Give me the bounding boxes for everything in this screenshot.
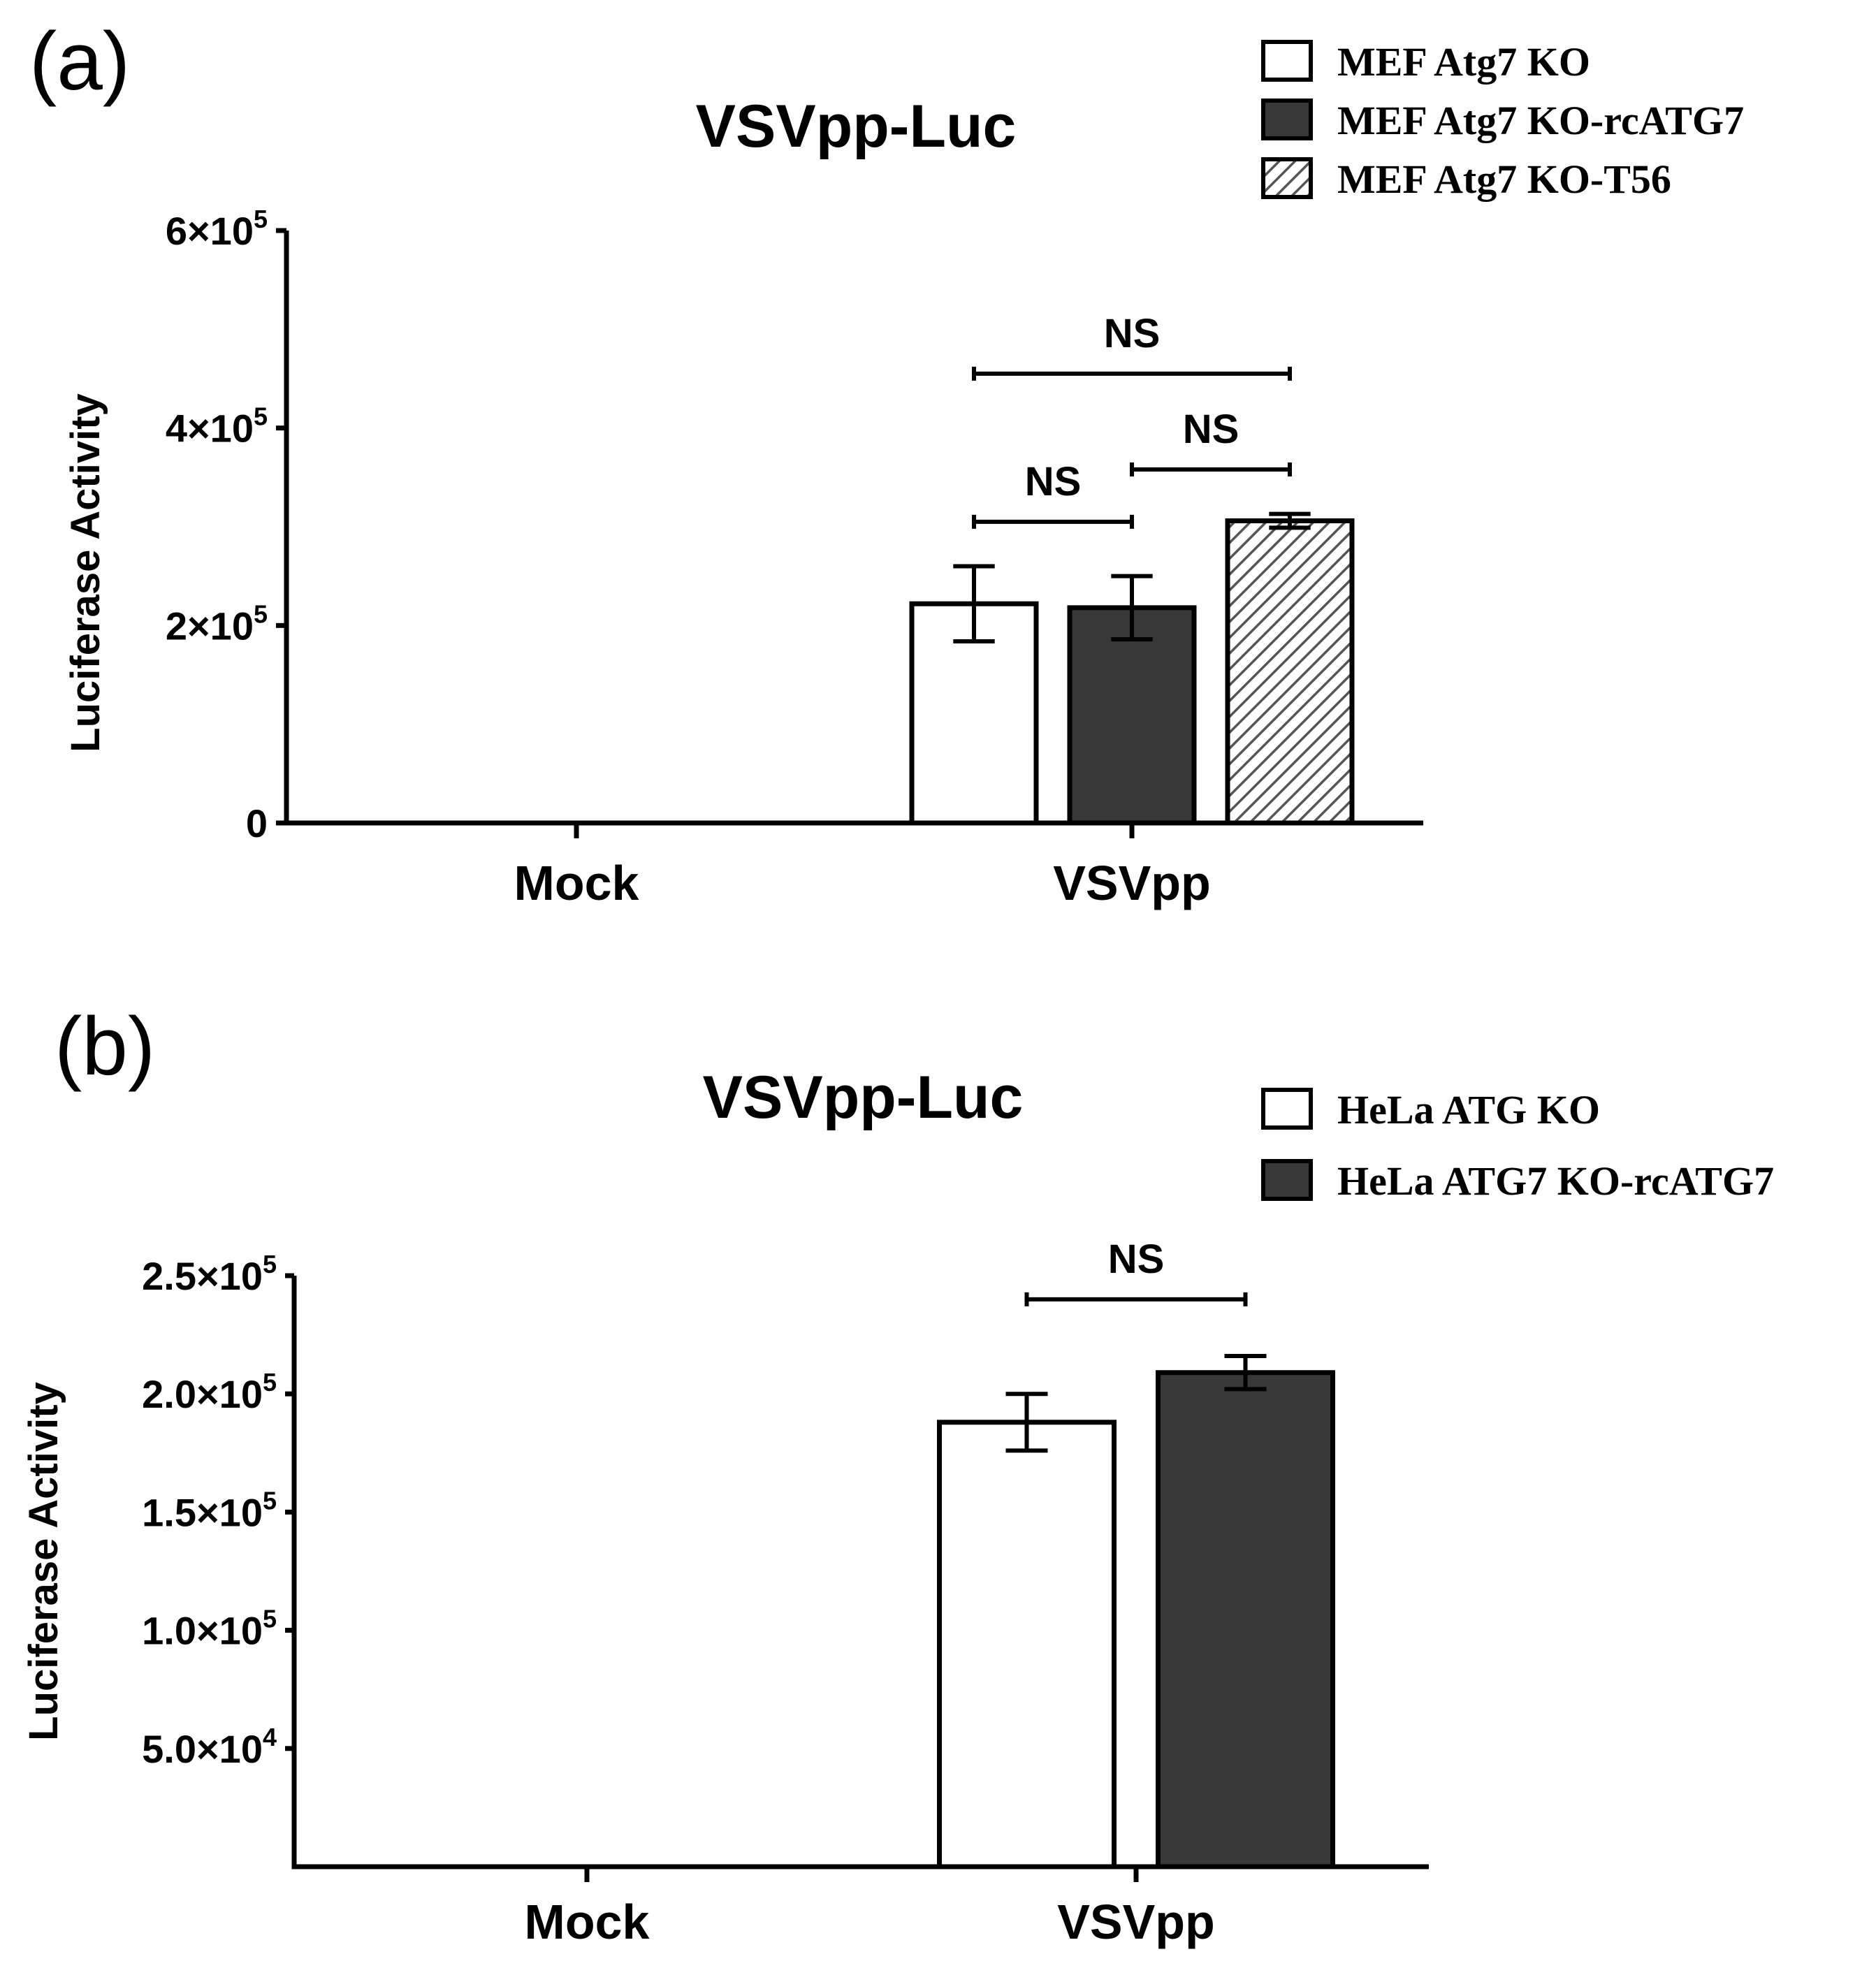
- significance-bracket: [1130, 462, 1292, 477]
- bar: [1156, 1370, 1335, 1869]
- legend-swatch: [1261, 40, 1313, 82]
- y-tick-label: 4×105: [166, 402, 268, 451]
- y-tick-label: 5.0×104: [142, 1723, 277, 1771]
- legend-swatch: [1261, 1159, 1313, 1201]
- y-tick-label: 2×105: [166, 599, 268, 648]
- y-axis-label-a: Luciferase Activity: [63, 393, 108, 752]
- panel-b: (b) VSVpp-Luc Luciferase Activity 5.0×10…: [21, 1000, 1774, 1949]
- panel-a: (a) VSVpp-Luc Luciferase Activity 0 2×105…: [29, 15, 1744, 910]
- error-bar: [1111, 574, 1153, 642]
- y-tick-label: 2.0×105: [142, 1368, 277, 1416]
- y-tick-label: 0: [246, 801, 268, 845]
- x-category-label: VSVpp: [1057, 1895, 1215, 1949]
- significance-label: NS: [1025, 459, 1082, 504]
- y-tick-label: 1.5×105: [142, 1486, 277, 1534]
- legend-swatch: [1261, 99, 1313, 140]
- error-bar: [953, 564, 995, 643]
- error-bar: [1005, 1392, 1048, 1453]
- panel-label-b: (b): [54, 1000, 155, 1093]
- legend-label: MEF Atg7 KO-T56: [1337, 156, 1671, 202]
- legend-label: MEF Atg7 KO-rcATG7: [1337, 98, 1744, 143]
- significance-label: NS: [1183, 407, 1239, 452]
- y-tick-label: 6×105: [166, 205, 268, 253]
- x-category-label: Mock: [525, 1895, 650, 1949]
- significance-bracket: [1024, 1292, 1248, 1306]
- significance-label: NS: [1104, 311, 1161, 356]
- significance-bracket: [972, 366, 1292, 381]
- significance-label: NS: [1108, 1237, 1165, 1282]
- chart-title-b: VSVpp-Luc: [703, 1064, 1024, 1131]
- x-category-label: VSVpp: [1053, 856, 1211, 910]
- bar: [1067, 605, 1197, 826]
- error-bar: [1269, 511, 1311, 530]
- bar: [1225, 518, 1355, 826]
- x-category-label: Mock: [514, 856, 639, 910]
- legend-swatch: [1261, 1088, 1313, 1130]
- axes-a: [284, 231, 1423, 826]
- significance-bracket: [972, 514, 1134, 529]
- error-bar: [1224, 1354, 1267, 1392]
- legend-label: MEF Atg7 KO: [1337, 39, 1590, 85]
- bar: [937, 1420, 1117, 1869]
- panel-label-a: (a): [29, 15, 130, 108]
- chart-title-a: VSVpp-Luc: [696, 93, 1017, 160]
- axes-b: [291, 1276, 1429, 1869]
- y-tick-label: 1.0×105: [142, 1605, 277, 1653]
- legend-label: HeLa ATG7 KO-rcATG7: [1337, 1158, 1774, 1204]
- legend-label: HeLa ATG KO: [1337, 1087, 1600, 1132]
- y-tick-label: 2.5×105: [142, 1250, 277, 1298]
- y-axis-label-b: Luciferase Activity: [21, 1382, 66, 1741]
- legend-swatch: [1261, 157, 1313, 199]
